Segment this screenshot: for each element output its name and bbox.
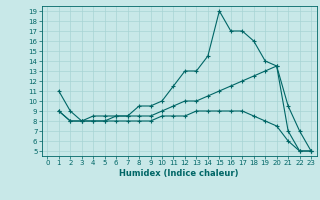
X-axis label: Humidex (Indice chaleur): Humidex (Indice chaleur) xyxy=(119,169,239,178)
